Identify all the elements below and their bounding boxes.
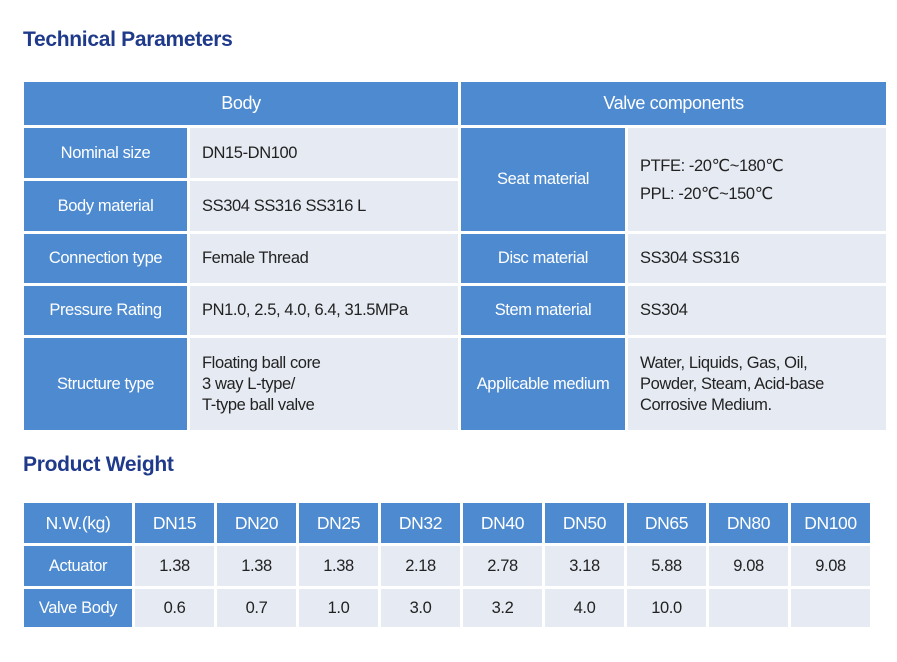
valve-body-weight-cell: 0.7 bbox=[217, 589, 296, 627]
size-header: DN32 bbox=[381, 503, 460, 543]
size-header: DN80 bbox=[709, 503, 788, 543]
valve-body-weight-cell: 3.2 bbox=[463, 589, 542, 627]
structure-type-line: Floating ball core bbox=[202, 353, 321, 372]
size-header: DN25 bbox=[299, 503, 378, 543]
actuator-weight-cell: 3.18 bbox=[545, 546, 624, 586]
size-header: DN40 bbox=[463, 503, 542, 543]
disc-material-label: Disc material bbox=[461, 234, 625, 283]
connection-type-label: Connection type bbox=[24, 234, 187, 283]
valve-body-row-label: Valve Body bbox=[24, 589, 132, 627]
actuator-weight-cell: 9.08 bbox=[791, 546, 870, 586]
applicable-medium-line: Powder, Steam, Acid-base bbox=[640, 374, 824, 393]
technical-parameters-title: Technical Parameters bbox=[23, 28, 233, 51]
size-header: DN15 bbox=[135, 503, 214, 543]
valve-body-weight-cell: 10.0 bbox=[627, 589, 706, 627]
valve-body-weight-cell: 1.0 bbox=[299, 589, 378, 627]
actuator-weight-cell: 5.88 bbox=[627, 546, 706, 586]
seat-material-label: Seat material bbox=[461, 128, 625, 231]
seat-material-line: PPL: -20℃~150℃ bbox=[640, 184, 773, 203]
applicable-medium-label: Applicable medium bbox=[461, 338, 625, 430]
applicable-medium-line: Corrosive Medium. bbox=[640, 395, 772, 414]
size-header: DN20 bbox=[217, 503, 296, 543]
valve-body-weight-cell: 3.0 bbox=[381, 589, 460, 627]
product-weight-table: N.W.(kg) DN15 DN20 DN25 DN32 DN40 DN50 D… bbox=[24, 503, 875, 627]
valve-body-weight-cell bbox=[709, 589, 788, 627]
actuator-weight-cell: 9.08 bbox=[709, 546, 788, 586]
stem-material-label: Stem material bbox=[461, 286, 625, 335]
actuator-weight-cell: 1.38 bbox=[217, 546, 296, 586]
structure-type-line: T-type ball valve bbox=[202, 395, 315, 414]
pressure-rating-value: PN1.0, 2.5, 4.0, 6.4, 31.5MPa bbox=[190, 286, 458, 335]
applicable-medium-value: Water, Liquids, Gas, Oil, Powder, Steam,… bbox=[628, 338, 886, 430]
seat-material-value: PTFE: -20℃~180℃ PPL: -20℃~150℃ bbox=[628, 128, 886, 231]
stem-material-value: SS304 bbox=[628, 286, 886, 335]
structure-type-line: 3 way L-type/ bbox=[202, 374, 295, 393]
weight-header-label: N.W.(kg) bbox=[24, 503, 132, 543]
body-header: Body bbox=[24, 82, 458, 125]
structure-type-label: Structure type bbox=[24, 338, 187, 430]
product-weight-title: Product Weight bbox=[23, 453, 174, 476]
valve-body-weight-cell bbox=[791, 589, 870, 627]
body-material-label: Body material bbox=[24, 181, 187, 231]
connection-type-value: Female Thread bbox=[190, 234, 458, 283]
actuator-row-label: Actuator bbox=[24, 546, 132, 586]
size-header: DN100 bbox=[791, 503, 870, 543]
valve-components-header: Valve components bbox=[461, 82, 886, 125]
valve-body-weight-cell: 0.6 bbox=[135, 589, 214, 627]
actuator-weight-cell: 2.78 bbox=[463, 546, 542, 586]
actuator-weight-cell: 1.38 bbox=[135, 546, 214, 586]
body-material-value: SS304 SS316 SS316 L bbox=[190, 181, 458, 231]
size-header: DN65 bbox=[627, 503, 706, 543]
size-header: DN50 bbox=[545, 503, 624, 543]
nominal-size-label: Nominal size bbox=[24, 128, 187, 178]
actuator-weight-cell: 1.38 bbox=[299, 546, 378, 586]
structure-type-value: Floating ball core 3 way L-type/ T-type … bbox=[190, 338, 458, 430]
seat-material-line: PTFE: -20℃~180℃ bbox=[640, 156, 784, 175]
actuator-weight-cell: 2.18 bbox=[381, 546, 460, 586]
technical-parameters-table: Body Valve components Nominal size DN15-… bbox=[24, 82, 886, 430]
applicable-medium-line: Water, Liquids, Gas, Oil, bbox=[640, 353, 808, 372]
disc-material-value: SS304 SS316 bbox=[628, 234, 886, 283]
valve-body-weight-cell: 4.0 bbox=[545, 589, 624, 627]
pressure-rating-label: Pressure Rating bbox=[24, 286, 187, 335]
nominal-size-value: DN15-DN100 bbox=[190, 128, 458, 178]
